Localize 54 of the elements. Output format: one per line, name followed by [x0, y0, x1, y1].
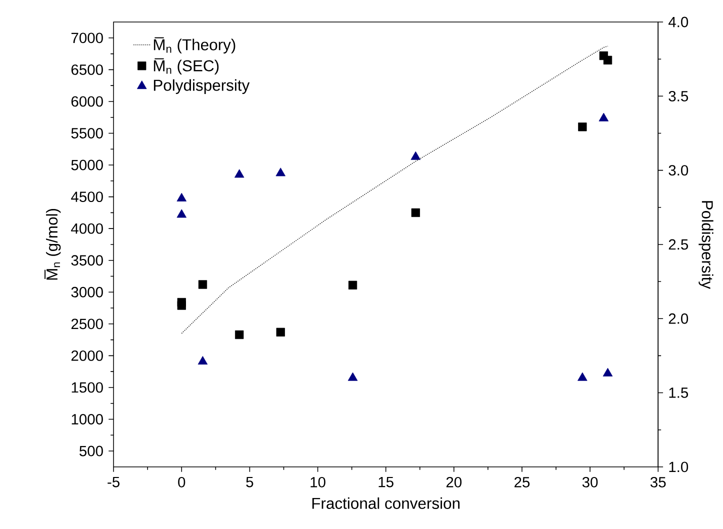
y-tick-label: 2500 — [71, 318, 103, 330]
y2-tick-label: 2.5 — [668, 239, 688, 250]
y-tick-label: 2000 — [71, 350, 103, 361]
y2-tick-label: 1.5 — [669, 388, 688, 398]
y-tick-label: 5000 — [71, 160, 103, 170]
y2-tick-label: 2.0 — [668, 313, 688, 324]
y2-axis-title: Poldispersity — [698, 201, 714, 290]
x-tick-label: 20 — [446, 477, 462, 488]
x-tick-label: 35 — [650, 477, 666, 488]
point — [234, 169, 244, 178]
y-tick-label: 5500 — [71, 128, 103, 139]
legend-label: M̅$_{n}$ (Theory) — [154, 37, 236, 54]
y2-tick-label: 4.0 — [668, 16, 688, 28]
point — [235, 330, 244, 340]
point — [578, 372, 588, 381]
point — [276, 168, 286, 176]
x-tick-label: 0 — [178, 477, 186, 488]
point — [598, 112, 609, 122]
point — [578, 122, 587, 132]
point — [348, 372, 358, 381]
y-tick-label: 500 — [80, 446, 103, 456]
y-tick-label: 6000 — [71, 96, 103, 107]
point — [410, 151, 421, 160]
y-tick-label: 4000 — [71, 223, 103, 234]
point — [411, 208, 420, 218]
legend-label: M̅$_{n}$ (SEC) — [154, 58, 219, 75]
point — [198, 280, 208, 289]
point — [177, 301, 186, 310]
y2-tick-label: 3.0 — [668, 165, 688, 176]
y-tick-label: 3000 — [71, 286, 103, 298]
point — [176, 192, 186, 202]
point — [602, 368, 613, 376]
x-tick-label: -5 — [108, 477, 120, 488]
y2-tick-label: 1.0 — [669, 462, 688, 472]
x-axis-title: Fractional conversion — [312, 497, 460, 510]
y-tick-label: 4500 — [71, 192, 103, 202]
y-tick-label: 7000 — [71, 32, 103, 44]
point — [603, 56, 612, 65]
legend-label: Polydispersity — [154, 79, 250, 94]
x-tick-label: 25 — [514, 477, 530, 488]
point — [198, 356, 208, 365]
y-axis-title: M̅$_{n}$ (g/mol) — [44, 209, 61, 280]
y-tick-label: 1000 — [72, 414, 103, 425]
y2-tick-label: 3.5 — [668, 91, 688, 102]
x-tick-label: 5 — [246, 477, 254, 488]
x-tick-label: 15 — [378, 477, 394, 488]
y-tick-label: 1500 — [72, 382, 103, 393]
point — [176, 209, 186, 218]
y-tick-label: 6500 — [71, 64, 103, 75]
point — [348, 280, 358, 290]
y-tick-label: 3500 — [71, 255, 103, 266]
x-tick-label: 10 — [310, 477, 326, 488]
point — [276, 328, 285, 337]
x-tick-label: 30 — [582, 477, 598, 488]
